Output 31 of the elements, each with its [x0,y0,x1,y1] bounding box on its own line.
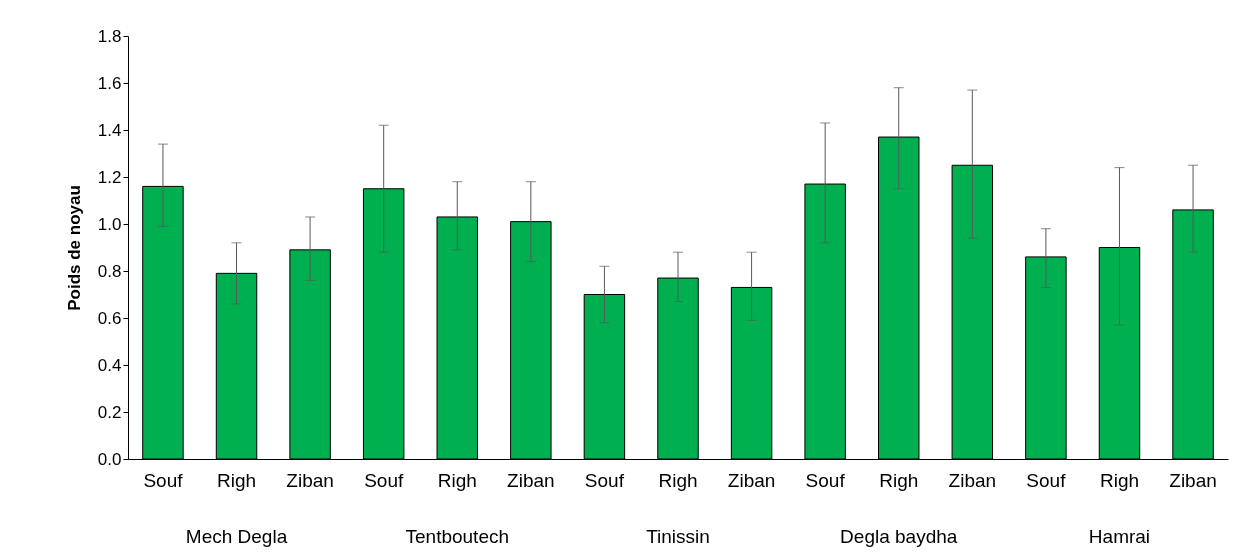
x-tick-label: Righ [437,469,477,491]
y-tick-label: 1.4 [97,120,122,140]
y-tick-label: 0.4 [97,355,122,375]
text: Tinissin [646,526,710,547]
x-tick-label: Righ [216,469,257,491]
x-tick-label: Ziban [507,469,555,491]
x-tick-label: Righ [658,469,698,491]
x-tick-label: Souf [364,469,404,491]
y-tick-label: 1.0 [97,214,122,234]
x-tick-label: Righ [879,469,919,491]
x-tick-label: Ziban [1169,469,1217,491]
y-axis-title: Poids de noyau [64,185,84,311]
x-tick-label: Souf [805,469,846,491]
x-tick-label: Souf [143,469,184,491]
text: Hamrai [1088,526,1151,547]
y-tick-label: 0.6 [97,308,122,328]
x-tick-label: Ziban [727,469,776,491]
x-tick-label: Ziban [948,469,997,491]
y-tick-label: 1.6 [97,73,122,93]
x-tick-label: Souf [584,469,625,491]
y-tick-label: 0.8 [97,261,122,281]
x-tick-label: Ziban [286,469,334,491]
x-tick-label: Souf [1026,469,1067,491]
text: Mech Degla [185,526,288,547]
y-tick-label: 1.8 [97,26,122,46]
text: Tentboutech [405,526,510,547]
y-tick-label: 0.0 [97,449,122,469]
text: Degla baydha [840,526,958,547]
x-tick-label: Righ [1099,469,1140,491]
y-tick-label: 1.2 [97,167,122,187]
y-tick-label: 0.2 [97,402,122,422]
